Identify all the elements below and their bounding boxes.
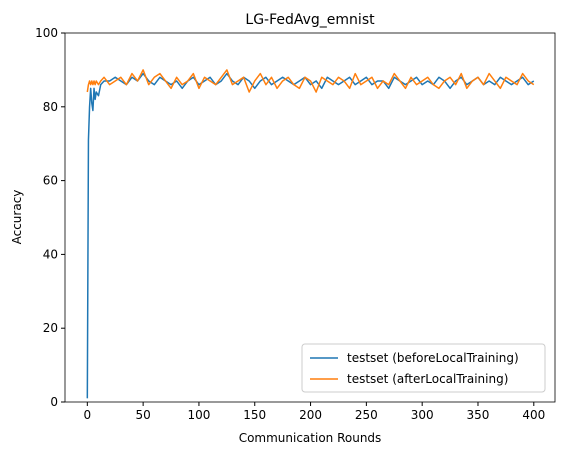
x-tick-label: 200 bbox=[299, 408, 322, 422]
x-tick-label: 0 bbox=[84, 408, 92, 422]
y-tick-label: 100 bbox=[35, 26, 58, 40]
y-tick-label: 40 bbox=[43, 247, 58, 261]
legend-box bbox=[301, 343, 546, 393]
y-axis-label: Accuracy bbox=[10, 190, 24, 245]
y-tick-label: 60 bbox=[43, 174, 58, 188]
x-tick-label: 250 bbox=[355, 408, 378, 422]
y-tick-label: 80 bbox=[43, 100, 58, 114]
y-tick-label: 20 bbox=[43, 321, 58, 335]
chart-title: LG-FedAvg_emnist bbox=[245, 12, 375, 28]
legend-label: testset (afterLocalTraining) bbox=[347, 372, 508, 386]
axes-frame bbox=[64, 32, 556, 403]
y-tick-label: 0 bbox=[50, 395, 58, 409]
x-tick-label: 350 bbox=[467, 408, 490, 422]
x-tick-label: 300 bbox=[411, 408, 434, 422]
x-axis-label: Communication Rounds bbox=[239, 431, 382, 445]
x-tick-label: 400 bbox=[522, 408, 545, 422]
legend-label: testset (beforeLocalTraining) bbox=[347, 351, 519, 365]
x-tick-label: 100 bbox=[187, 408, 210, 422]
series-line bbox=[86, 69, 535, 93]
x-tick-label: 50 bbox=[135, 408, 150, 422]
x-tick-label: 150 bbox=[243, 408, 266, 422]
